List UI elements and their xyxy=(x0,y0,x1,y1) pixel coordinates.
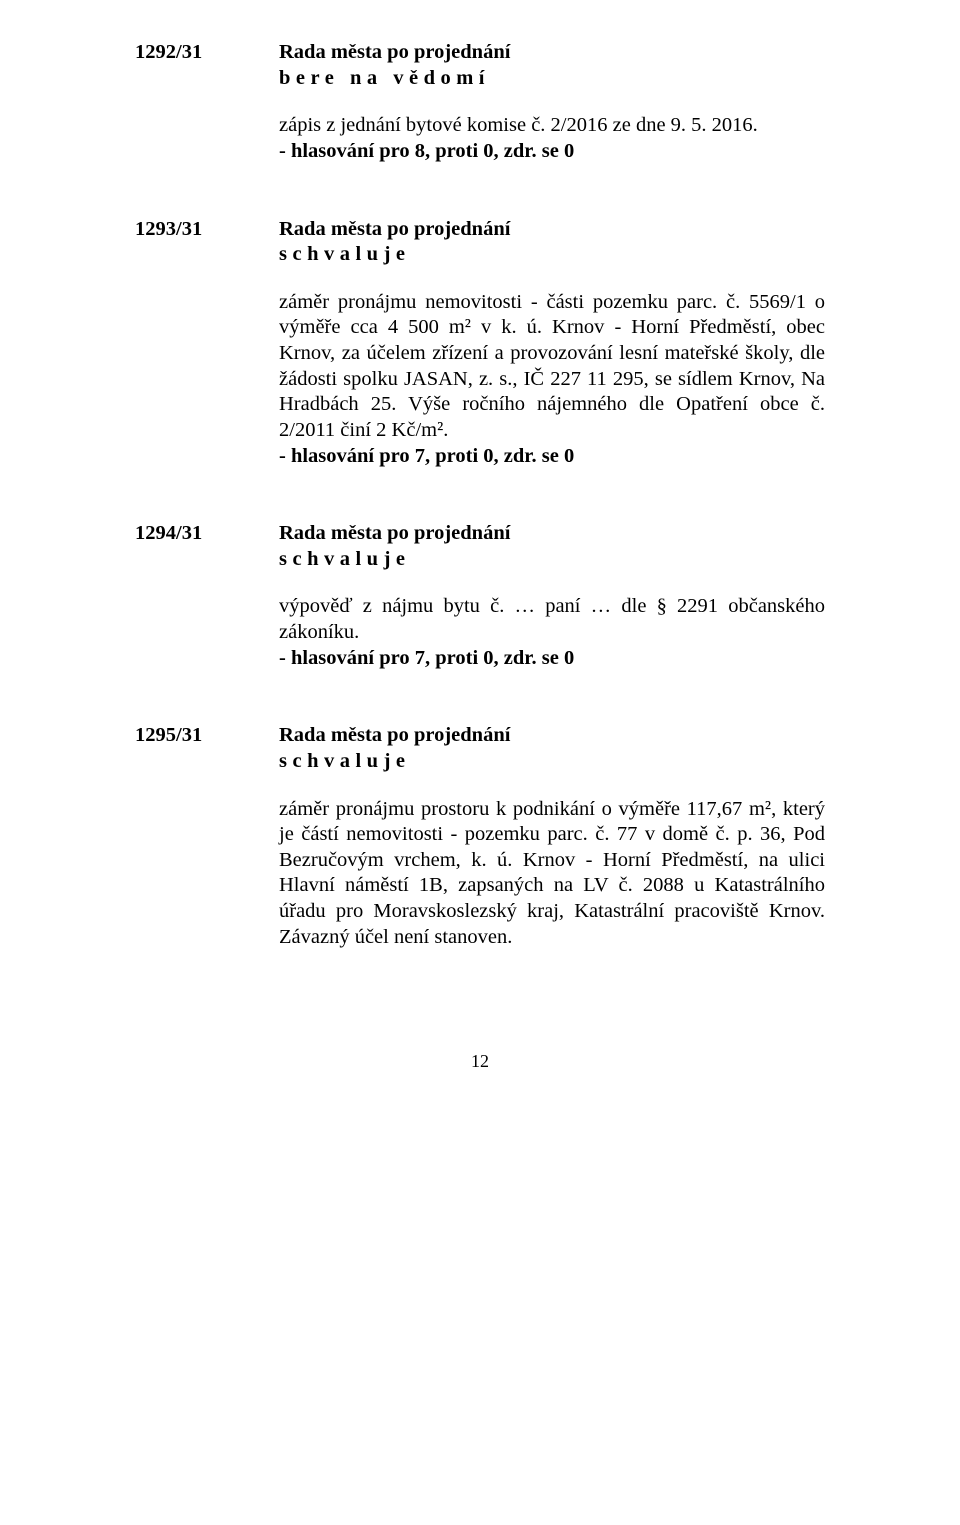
page-number: 12 xyxy=(135,1050,825,1073)
vote-line: - hlasování pro 7, proti 0, zdr. se 0 xyxy=(279,646,825,672)
resolution-body: záměr pronájmu nemovitosti - části pozem… xyxy=(279,290,825,469)
resolution-title: Rada města po projednání schvaluje xyxy=(279,723,825,774)
title-line-1: Rada města po projednání xyxy=(279,217,825,243)
resolution-header: 1294/31 Rada města po projednání schvalu… xyxy=(135,521,825,572)
resolution-number: 1294/31 xyxy=(135,521,279,572)
title-line-2: schvaluje xyxy=(279,547,825,573)
body-text: záměr pronájmu prostoru k podnikání o vý… xyxy=(279,797,825,951)
resolution-body: zápis z jednání bytové komise č. 2/2016 … xyxy=(279,113,825,164)
body-text: zápis z jednání bytové komise č. 2/2016 … xyxy=(279,113,825,139)
vote-line: - hlasování pro 7, proti 0, zdr. se 0 xyxy=(279,444,825,470)
resolution-header: 1293/31 Rada města po projednání schvalu… xyxy=(135,217,825,268)
body-text: záměr pronájmu nemovitosti - části pozem… xyxy=(279,290,825,444)
title-line-1: Rada města po projednání xyxy=(279,521,825,547)
resolution-title: Rada města po projednání bere na vědomí xyxy=(279,40,825,91)
resolution-body: záměr pronájmu prostoru k podnikání o vý… xyxy=(279,797,825,951)
resolution-header: 1295/31 Rada města po projednání schvalu… xyxy=(135,723,825,774)
document-page: 1292/31 Rada města po projednání bere na… xyxy=(0,0,960,1525)
resolution-number: 1292/31 xyxy=(135,40,279,91)
resolution-item: 1292/31 Rada města po projednání bere na… xyxy=(135,40,825,165)
resolution-title: Rada města po projednání schvaluje xyxy=(279,521,825,572)
resolution-title: Rada města po projednání schvaluje xyxy=(279,217,825,268)
vote-line: - hlasování pro 8, proti 0, zdr. se 0 xyxy=(279,139,825,165)
resolution-body: výpověď z nájmu bytu č. … paní … dle § 2… xyxy=(279,594,825,671)
resolution-item: 1295/31 Rada města po projednání schvalu… xyxy=(135,723,825,950)
title-line-2: schvaluje xyxy=(279,749,825,775)
resolution-number: 1293/31 xyxy=(135,217,279,268)
title-line-2: bere na vědomí xyxy=(279,66,825,92)
resolution-header: 1292/31 Rada města po projednání bere na… xyxy=(135,40,825,91)
resolution-number: 1295/31 xyxy=(135,723,279,774)
title-line-1: Rada města po projednání xyxy=(279,723,825,749)
title-line-2: schvaluje xyxy=(279,242,825,268)
body-text: výpověď z nájmu bytu č. … paní … dle § 2… xyxy=(279,594,825,645)
resolution-item: 1293/31 Rada města po projednání schvalu… xyxy=(135,217,825,470)
title-line-1: Rada města po projednání xyxy=(279,40,825,66)
resolution-item: 1294/31 Rada města po projednání schvalu… xyxy=(135,521,825,671)
